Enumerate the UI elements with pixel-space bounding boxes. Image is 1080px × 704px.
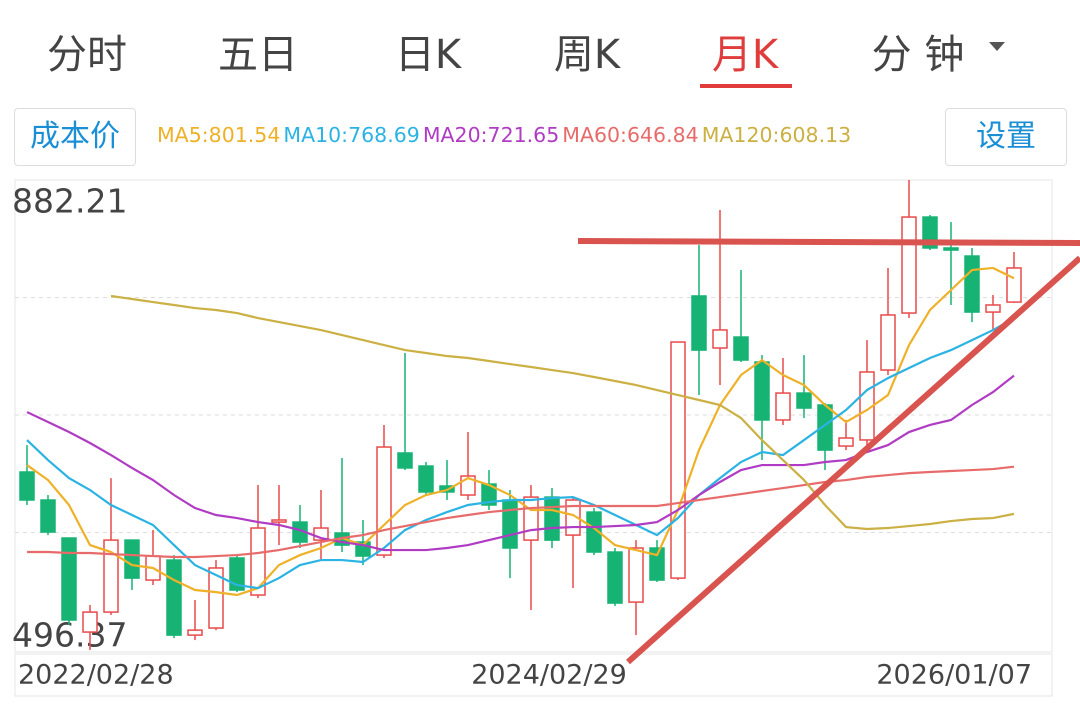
candle-body	[586, 511, 602, 553]
candle-body	[775, 392, 791, 421]
legend-entry: MA10:768.69	[283, 123, 420, 147]
dropdown-arrow[interactable]	[989, 42, 1005, 51]
candle-body	[502, 499, 518, 549]
tab[interactable]: 日K	[394, 32, 462, 78]
candle-body	[208, 567, 224, 629]
ma-line	[110, 294, 1015, 531]
legend-entry: MA20:721.65	[422, 123, 560, 147]
candle-body	[733, 336, 749, 361]
active-tab-underline	[700, 84, 792, 88]
candle-body	[985, 304, 1001, 313]
candle-body	[61, 537, 77, 621]
candle-body	[607, 551, 623, 604]
x-tick-label: 2026/01/07	[876, 660, 1032, 691]
candle-body	[124, 539, 140, 579]
legend-entry: MA120:608.13	[701, 123, 852, 147]
date-band	[14, 653, 1053, 697]
tab[interactable]: 月K	[711, 32, 779, 78]
ma-line	[26, 374, 1015, 552]
tab[interactable]: 分 钟	[871, 32, 965, 78]
x-tick-label: 2022/02/28	[18, 660, 174, 691]
x-tick-label: 2024/02/29	[471, 660, 627, 691]
candle-body	[40, 499, 56, 533]
candle-body	[82, 611, 98, 633]
candle-body	[754, 361, 770, 421]
candle-body	[964, 255, 980, 313]
candle-body	[901, 216, 917, 314]
drawn-trend-line	[626, 255, 1080, 665]
candle-body	[271, 519, 287, 523]
ma-line	[26, 266, 1015, 597]
candle-body	[712, 329, 728, 349]
candle-body	[187, 629, 203, 636]
tab[interactable]: 分时	[47, 32, 127, 78]
candle-body	[880, 314, 896, 371]
candle-body	[838, 437, 854, 447]
candle-body	[397, 452, 413, 469]
candle-body	[649, 547, 665, 581]
candle-body	[796, 392, 812, 409]
candle-body	[670, 341, 686, 579]
candle-body	[544, 496, 560, 541]
plot-frame	[14, 179, 1053, 653]
candle-body	[943, 247, 959, 251]
settings-button[interactable]: 设置	[945, 108, 1067, 166]
legend: MA5:801.54 MA10:768.69 MA20:721.65 MA60:646…	[157, 123, 851, 147]
candle-body	[691, 295, 707, 351]
candle-body	[19, 471, 35, 501]
candle-body	[229, 557, 245, 591]
tab[interactable]: 五日	[218, 32, 298, 78]
candle-body	[166, 559, 182, 636]
candle-body	[628, 547, 644, 603]
legend-entry: MA60:646.84	[562, 123, 699, 147]
candle-body	[523, 496, 539, 541]
drawn-resistance-line	[577, 238, 1080, 246]
candle-body	[376, 446, 392, 556]
y-tick-label: 882.21	[12, 182, 127, 221]
cost-button[interactable]: 成本价	[14, 108, 136, 166]
candle-body	[1006, 267, 1022, 303]
candle-body	[250, 527, 266, 596]
ma-line	[27, 465, 1015, 559]
legend-entry: MA5:801.54	[157, 123, 281, 147]
candle-body	[418, 465, 434, 493]
tab[interactable]: 周K	[553, 32, 621, 78]
candle-body	[103, 539, 119, 613]
ma-line	[26, 317, 1015, 590]
